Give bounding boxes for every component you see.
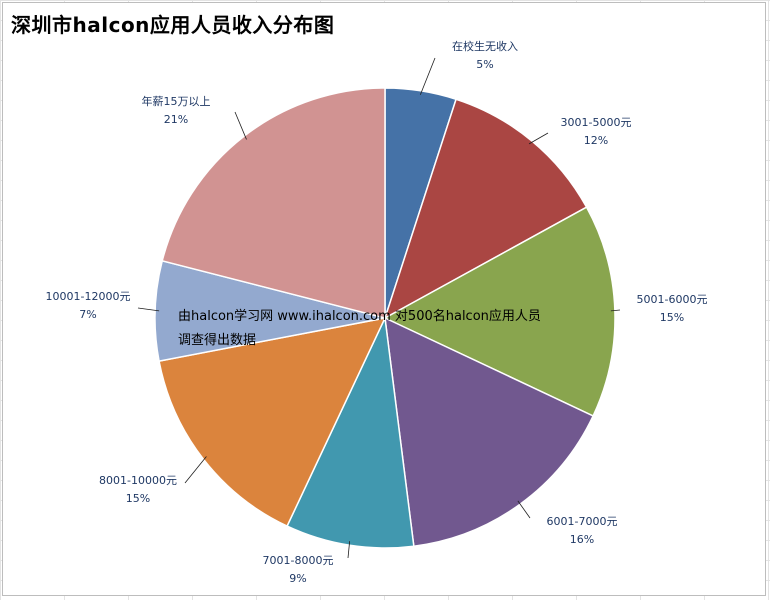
annotation-line-2: 调查得出数据 xyxy=(178,333,257,348)
slice-label-4: 6001-7000元 xyxy=(547,515,618,528)
leader-line-6 xyxy=(184,456,207,484)
leader-line-8 xyxy=(234,111,247,140)
slice-percent-5: 9% xyxy=(289,572,306,585)
slice-label-3: 5001-6000元 xyxy=(637,293,708,306)
leader-line-7 xyxy=(137,307,160,312)
slice-percent-7: 7% xyxy=(79,308,96,321)
pie-slice-7[interactable] xyxy=(154,259,386,362)
slice-percent-3: 15% xyxy=(660,311,684,324)
slice-label-6: 8001-10000元 xyxy=(99,474,177,487)
pie-slice-2[interactable] xyxy=(383,98,588,320)
slice-percent-2: 12% xyxy=(584,134,608,147)
pie-slice-8[interactable] xyxy=(161,87,386,319)
chart-annotation: 由halcon学习网 www.ihalcon.com 对500名halcon应用… xyxy=(178,305,541,353)
leader-line-5 xyxy=(347,541,351,559)
leader-line-1 xyxy=(419,57,436,95)
pie-slice-6[interactable] xyxy=(158,316,387,528)
annotation-line-1: 由halcon学习网 www.ihalcon.com 对500名halcon应用… xyxy=(178,309,541,324)
slice-label-5: 7001-8000元 xyxy=(263,554,334,567)
slice-label-2: 3001-5000元 xyxy=(561,116,632,129)
slice-percent-8: 21% xyxy=(164,113,188,126)
leader-line-3 xyxy=(610,309,621,312)
slice-label-7: 10001-12000元 xyxy=(46,290,131,303)
slice-percent-4: 16% xyxy=(570,533,594,546)
leader-line-4 xyxy=(517,500,531,519)
slice-label-1: 在校生无收入 xyxy=(452,39,518,53)
leader-line-2 xyxy=(528,132,549,145)
slice-percent-1: 5% xyxy=(476,58,493,71)
chart-title: 深圳市halcon应用人员收入分布图 xyxy=(11,13,335,37)
slice-label-8: 年薪15万以上 xyxy=(142,94,211,108)
slice-percent-6: 15% xyxy=(126,492,150,505)
